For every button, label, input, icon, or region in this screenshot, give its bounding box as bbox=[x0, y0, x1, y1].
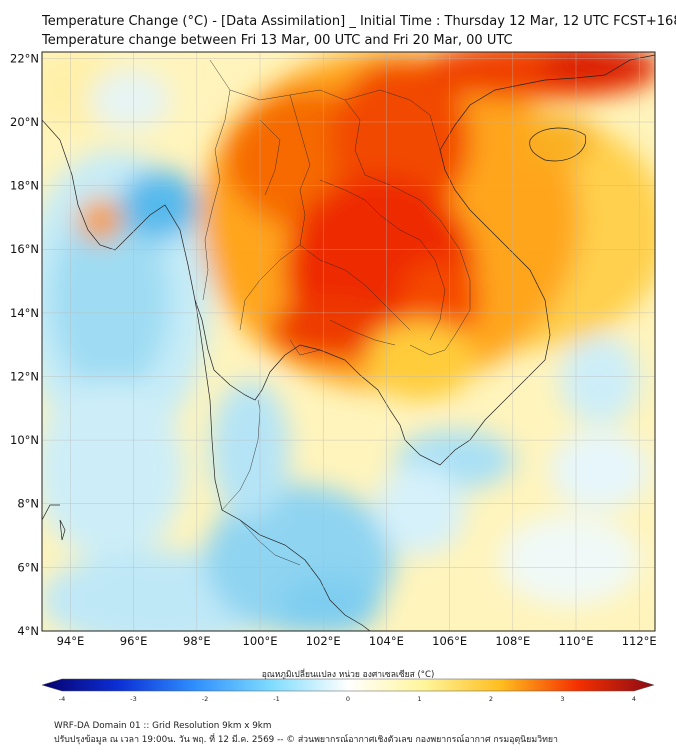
colorbar-tick-label: -1 bbox=[273, 695, 279, 703]
title-line-2: Temperature change between Fri 13 Mar, 0… bbox=[42, 33, 513, 48]
lon-tick-label: 100°E bbox=[243, 634, 278, 648]
longitude-axis: 94°E 96°E 98°E 100°E 102°E 104°E 106°E 108°E 110… bbox=[57, 634, 657, 648]
lat-tick-label: 18°N bbox=[10, 179, 39, 193]
colorbar-tick-label: 2 bbox=[489, 695, 493, 703]
footer-line-2: ปรับปรุงข้อมูล ณ เวลา 19:00น. วัน พฤ. ที… bbox=[54, 735, 558, 745]
lat-tick-label: 6°N bbox=[17, 560, 39, 574]
colorbar-tick-label: 0 bbox=[346, 695, 350, 703]
lon-tick-label: 110°E bbox=[559, 634, 594, 648]
lon-tick-label: 106°E bbox=[432, 634, 467, 648]
colorbar-tick-label: -3 bbox=[130, 695, 136, 703]
lon-tick-label: 108°E bbox=[495, 634, 530, 648]
colorbar-tick-label: 3 bbox=[560, 695, 564, 703]
colorbar-tick-label: -4 bbox=[59, 695, 65, 703]
temperature-field bbox=[42, 52, 655, 631]
lat-tick-label: 10°N bbox=[10, 433, 39, 447]
lat-tick-label: 16°N bbox=[10, 242, 39, 256]
lat-tick-label: 8°N bbox=[17, 497, 39, 511]
gridlines bbox=[42, 52, 655, 632]
lon-tick-label: 112°E bbox=[622, 634, 657, 648]
colorbar-tick-label: 1 bbox=[417, 695, 421, 703]
colorbar-ticks: -4 -3 -2 -1 0 1 2 3 4 bbox=[59, 695, 636, 703]
title-line-1: Temperature Change (°C) - [Data Assimila… bbox=[42, 14, 676, 29]
lon-tick-label: 94°E bbox=[57, 634, 85, 648]
footer: WRF-DA Domain 01 :: Grid Resolution 9km … bbox=[54, 719, 558, 747]
footer-line-1: WRF-DA Domain 01 :: Grid Resolution 9km … bbox=[54, 721, 272, 731]
lat-tick-label: 14°N bbox=[10, 306, 39, 320]
lat-tick-label: 12°N bbox=[10, 369, 39, 383]
latitude-axis: 22°N 20°N 18°N 16°N 14°N 12°N 10°N 8°N 6°N 4°N bbox=[10, 51, 39, 638]
colorbar-label: อุณหภูมิเปลี่ยนแปลง หน่วย องศาเซลเซียส (… bbox=[262, 668, 435, 680]
colorbar: -4 -3 -2 -1 0 1 2 3 4 bbox=[41, 678, 655, 703]
colorbar-tick-label: 4 bbox=[632, 695, 636, 703]
coastlines bbox=[42, 54, 655, 631]
map-frame bbox=[41, 51, 656, 632]
borders bbox=[202, 59, 471, 566]
lon-tick-label: 104°E bbox=[369, 634, 404, 648]
lon-tick-label: 102°E bbox=[306, 634, 341, 648]
lat-tick-label: 20°N bbox=[10, 115, 39, 129]
lon-tick-label: 98°E bbox=[183, 634, 211, 648]
lon-tick-label: 96°E bbox=[120, 634, 148, 648]
lat-tick-label: 4°N bbox=[17, 624, 39, 638]
lat-tick-label: 22°N bbox=[10, 51, 39, 65]
chart-title: Temperature Change (°C) - [Data Assimila… bbox=[42, 12, 676, 50]
colorbar-tick-label: -2 bbox=[202, 695, 208, 703]
colorbar-gradient bbox=[41, 678, 655, 692]
